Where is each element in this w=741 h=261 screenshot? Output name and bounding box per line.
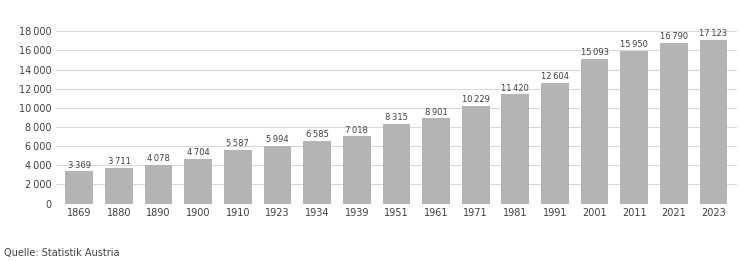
Bar (65, 171, 93, 204)
Bar (620, 51, 648, 204)
Bar (303, 141, 331, 204)
Text: 15 093: 15 093 (581, 49, 608, 57)
Text: 4 078: 4 078 (147, 154, 170, 163)
Text: 16 790: 16 790 (659, 32, 688, 41)
Text: 7 018: 7 018 (345, 126, 368, 135)
Bar (660, 43, 688, 204)
Text: 11 420: 11 420 (502, 84, 529, 93)
Text: 6 585: 6 585 (306, 130, 328, 139)
Bar (185, 159, 212, 204)
Bar (581, 59, 608, 204)
Text: 10 229: 10 229 (462, 95, 490, 104)
Text: 17 123: 17 123 (700, 29, 728, 38)
Bar (224, 150, 252, 204)
Text: 8 315: 8 315 (385, 113, 408, 122)
Text: 12 604: 12 604 (541, 72, 569, 81)
Text: Quelle: Statistik Austria: Quelle: Statistik Austria (4, 248, 119, 258)
Text: 5 587: 5 587 (227, 139, 249, 149)
Text: 5 994: 5 994 (266, 135, 289, 145)
Bar (343, 137, 370, 204)
Bar (541, 83, 569, 204)
Bar (105, 168, 133, 204)
Bar (264, 146, 291, 204)
Bar (502, 94, 529, 204)
Text: 3 711: 3 711 (107, 157, 130, 166)
Bar (700, 40, 728, 204)
Text: 15 950: 15 950 (620, 40, 648, 49)
Bar (144, 164, 173, 204)
Bar (382, 124, 411, 204)
Text: 3 369: 3 369 (68, 161, 91, 170)
Text: 8 901: 8 901 (425, 108, 448, 117)
Bar (422, 118, 450, 204)
Bar (462, 106, 490, 204)
Text: 4 704: 4 704 (187, 148, 210, 157)
